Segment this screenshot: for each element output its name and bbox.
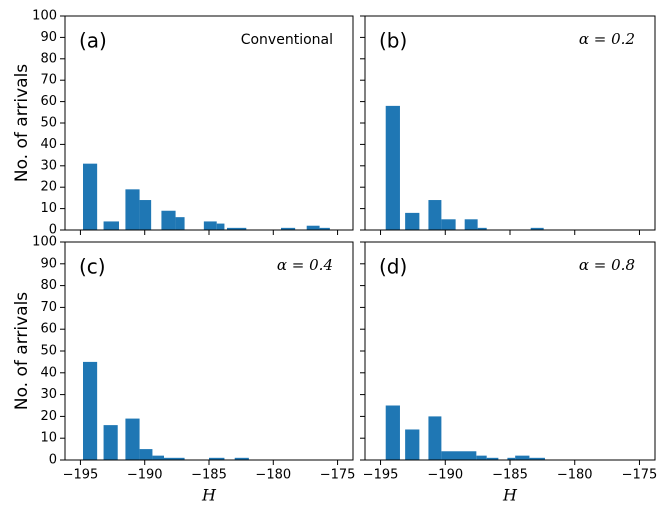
bar (83, 361, 98, 460)
y-tick-label: 20 (40, 409, 57, 424)
y-tick-label: 0 (49, 223, 57, 238)
bar (125, 189, 140, 230)
x-tick-label: −185 (492, 468, 528, 483)
bar (216, 223, 225, 230)
y-tick-label: 70 (40, 300, 57, 315)
bar (164, 457, 185, 460)
y-tick-label: 100 (32, 9, 57, 24)
y-tick-label: 80 (40, 278, 57, 293)
panel-label: (a) (79, 29, 107, 53)
bar (486, 457, 499, 460)
bar (103, 221, 119, 230)
x-tick-label: −195 (63, 468, 99, 483)
x-tick-label: −175 (622, 468, 658, 483)
annotation: α = 0.4 (277, 256, 333, 274)
plot-frame (364, 15, 656, 231)
annotation: Conventional (241, 32, 333, 48)
x-tick-label: −190 (427, 468, 463, 483)
bar (203, 221, 217, 230)
bar (103, 425, 118, 460)
bar (175, 217, 185, 230)
y-tick-label: 60 (40, 94, 57, 109)
bar (152, 455, 164, 460)
y-tick-label: 40 (40, 137, 57, 152)
y-axis-label: No. of arrivals (12, 292, 32, 410)
annotation: α = 0.2 (579, 30, 635, 48)
x-tick-label: −180 (255, 468, 291, 483)
bar (464, 219, 478, 230)
panel-label: (d) (379, 255, 407, 279)
plot-frame (364, 241, 656, 461)
bar (405, 429, 420, 460)
x-tick-label: −185 (191, 468, 227, 483)
y-tick-label: 70 (40, 73, 57, 88)
bar (161, 210, 176, 230)
y-tick-label: 30 (40, 158, 57, 173)
x-tick-label: −180 (557, 468, 593, 483)
x-axis-label: H (502, 486, 518, 505)
bar (306, 225, 320, 230)
bar (83, 163, 98, 230)
bar (281, 227, 296, 230)
annotation: α = 0.8 (579, 256, 635, 274)
bar (515, 455, 530, 460)
y-tick-label: 40 (40, 365, 57, 380)
panel-label: (c) (79, 255, 106, 279)
y-tick-label: 50 (40, 116, 57, 131)
y-tick-label: 90 (40, 256, 57, 271)
bar (385, 105, 400, 230)
y-tick-label: 30 (40, 387, 57, 402)
y-tick-label: 10 (40, 201, 57, 216)
bar (125, 418, 140, 460)
bar (385, 405, 400, 460)
bar (319, 227, 330, 230)
y-tick-label: 100 (32, 235, 57, 250)
bar (507, 457, 516, 460)
y-tick-label: 20 (40, 180, 57, 195)
y-tick-label: 60 (40, 322, 57, 337)
bar (209, 457, 225, 460)
bar (428, 200, 442, 230)
y-tick-label: 0 (49, 453, 57, 468)
bar (405, 212, 420, 230)
bar (441, 219, 456, 230)
bar (530, 227, 544, 230)
y-tick-label: 90 (40, 30, 57, 45)
y-axis-label: No. of arrivals (12, 64, 32, 182)
bar (139, 449, 153, 460)
y-tick-label: 80 (40, 51, 57, 66)
x-tick-label: −175 (320, 468, 356, 483)
bar (428, 416, 442, 460)
bar (227, 227, 247, 230)
bar (234, 457, 249, 460)
bar (529, 457, 545, 460)
x-tick-label: −195 (363, 468, 399, 483)
y-tick-label: 50 (40, 344, 57, 359)
panel-label: (b) (379, 29, 407, 53)
bar (441, 451, 477, 460)
bar (477, 227, 487, 230)
bar (139, 200, 152, 230)
x-tick-label: −190 (127, 468, 163, 483)
y-tick-label: 10 (40, 431, 57, 446)
bar (476, 455, 487, 460)
plot-frame (64, 15, 354, 231)
x-axis-label: H (201, 486, 217, 505)
